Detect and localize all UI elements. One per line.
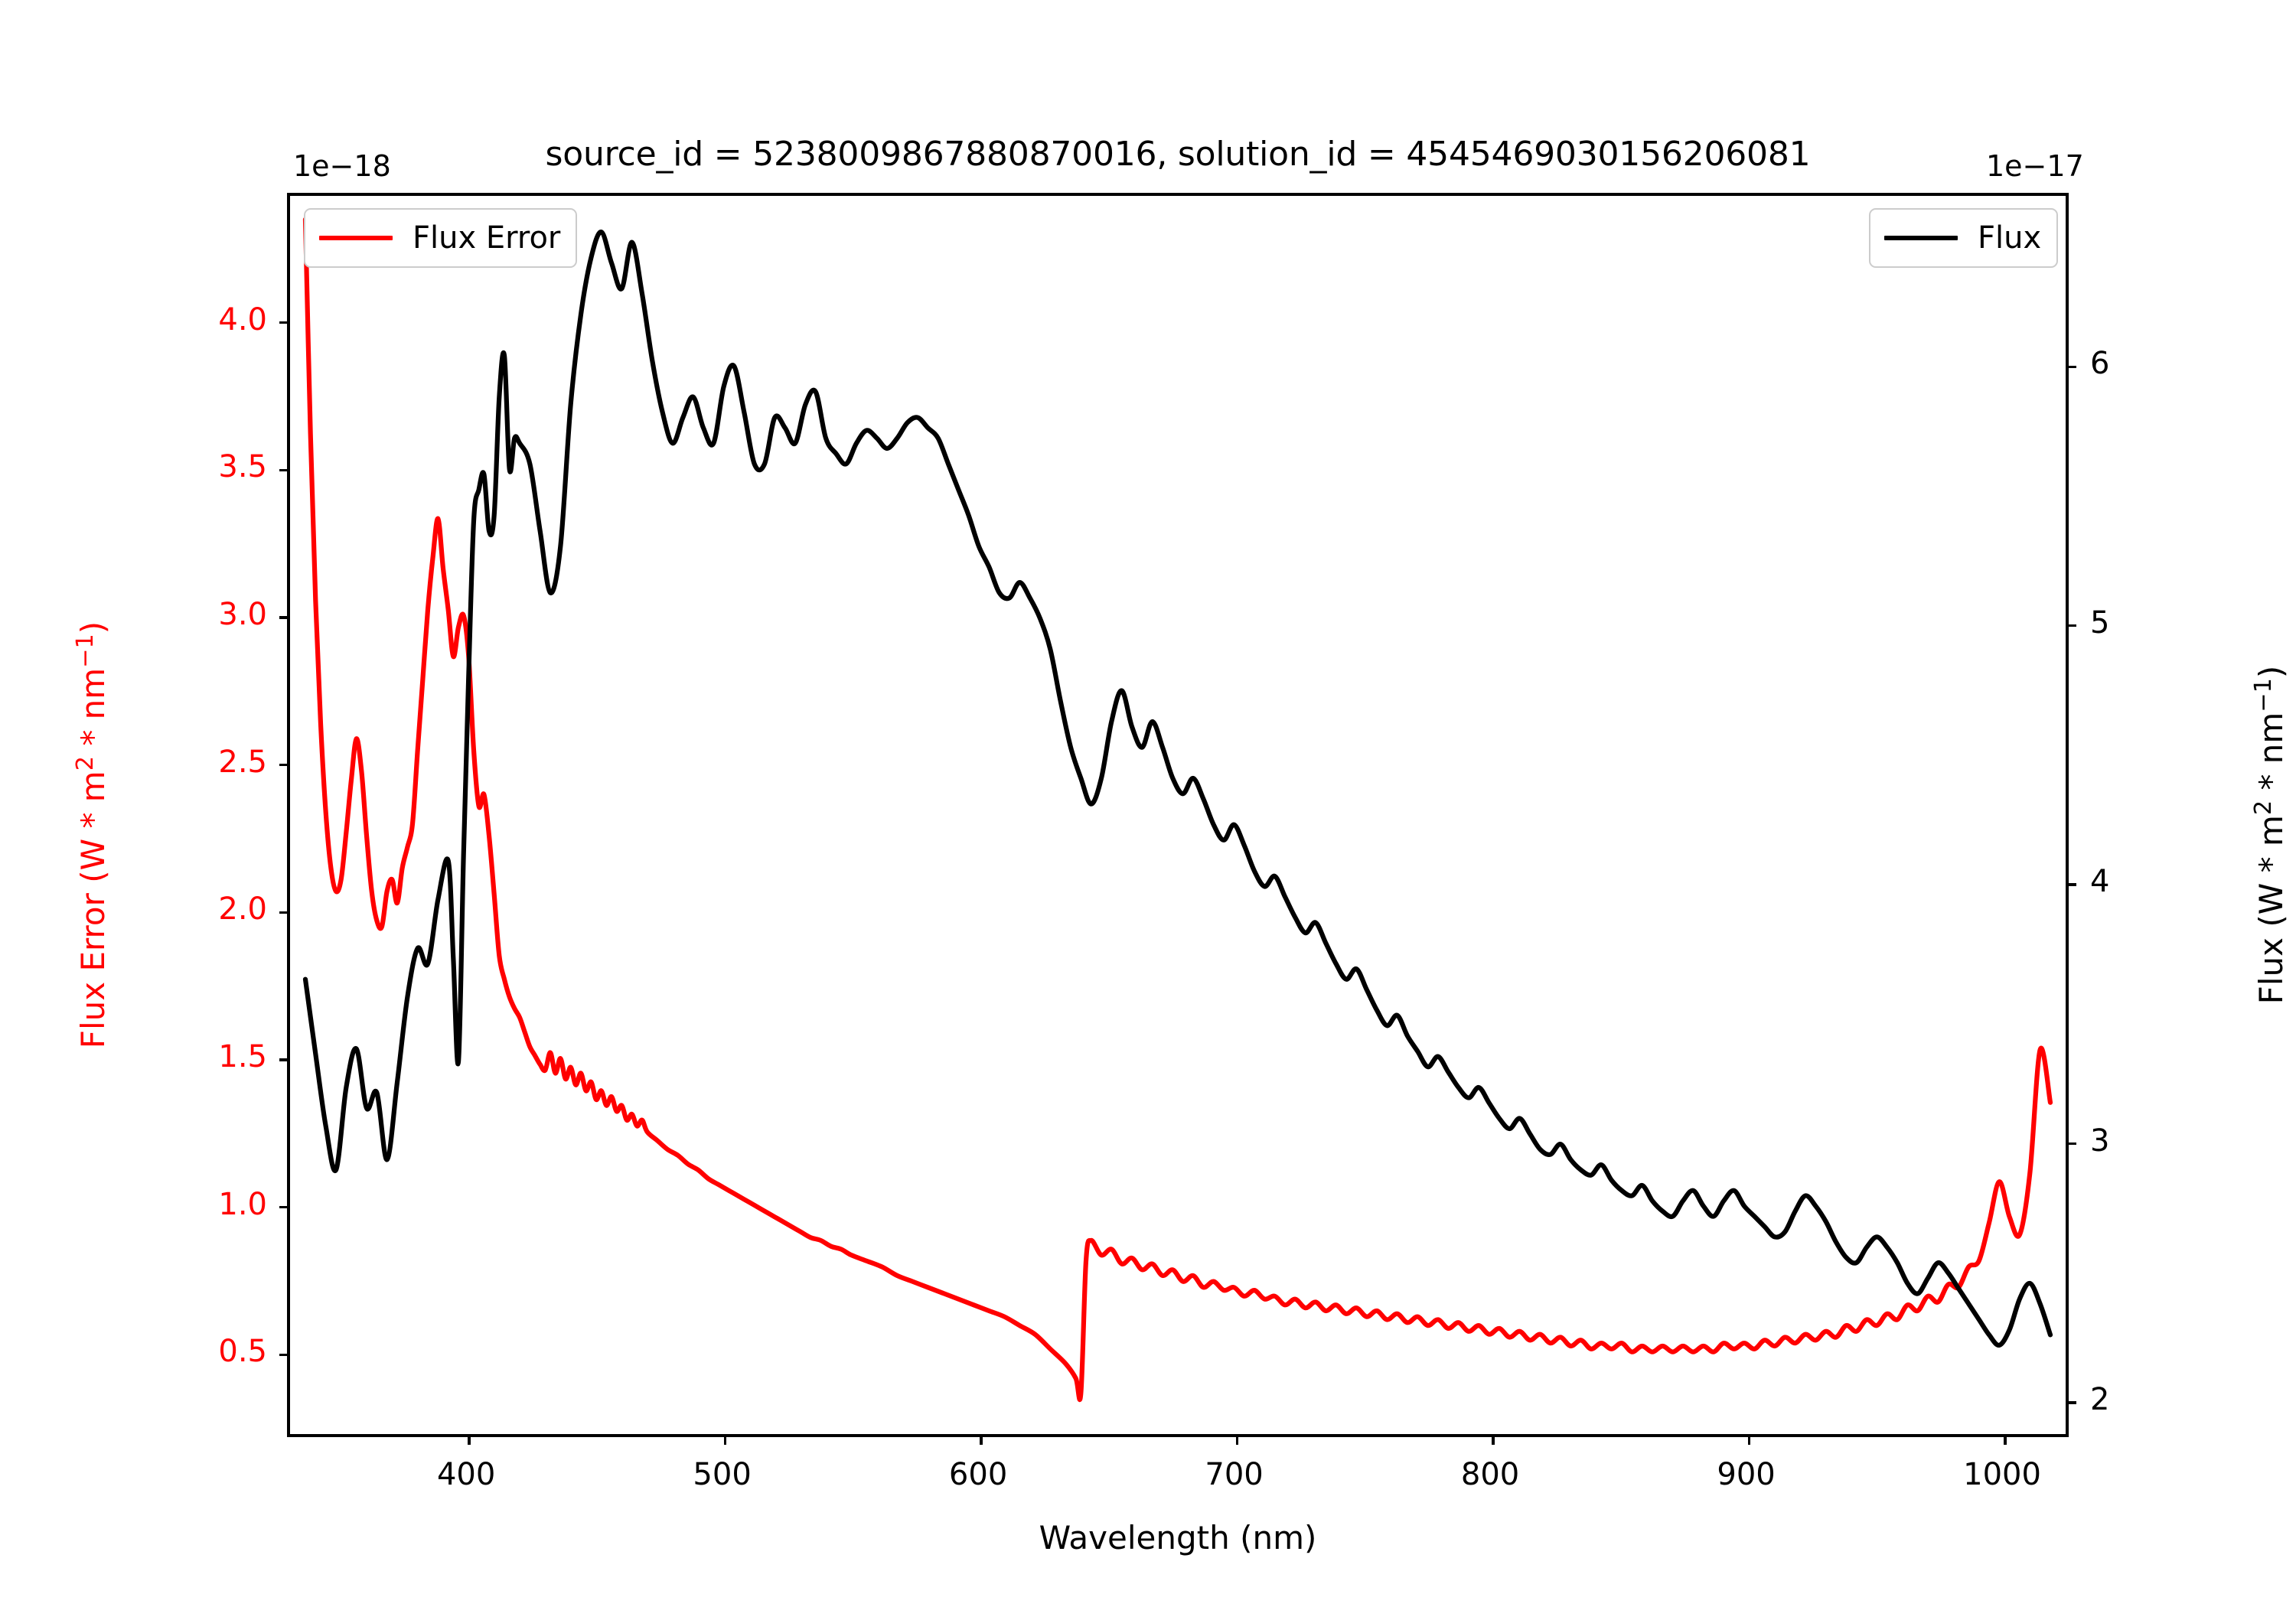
left-y-tick-mark xyxy=(279,321,290,324)
left-y-tick-mark xyxy=(279,1205,290,1209)
x-tick-label: 400 xyxy=(436,1457,496,1492)
left-y-tick-label: 2.5 xyxy=(218,744,267,780)
x-tick-label: 900 xyxy=(1717,1457,1776,1492)
x-tick-label: 700 xyxy=(1205,1457,1264,1492)
legend-label-flux: Flux xyxy=(1978,220,2042,256)
left-y-tick-mark xyxy=(279,468,290,472)
x-tick-mark xyxy=(1747,1434,1751,1445)
left-y-tick-mark xyxy=(279,616,290,619)
legend-label-flux-error: Flux Error xyxy=(413,220,561,256)
right-y-tick-label: 5 xyxy=(2090,605,2110,641)
left-axis-offset-label: 1e−18 xyxy=(293,149,391,183)
x-tick-label: 500 xyxy=(693,1457,752,1492)
series-line-flux xyxy=(305,232,2050,1345)
page-title: source_id = 5238009867880870016, solutio… xyxy=(545,135,1811,174)
legend-flux-error[interactable]: Flux Error xyxy=(304,208,578,268)
legend-line-swatch-flux-error xyxy=(319,236,393,240)
right-axis-label: Flux (W * m2 * nm−1) xyxy=(2250,665,2290,1005)
right-y-tick-label: 6 xyxy=(2090,346,2110,382)
x-tick-mark xyxy=(468,1434,471,1445)
plot-svg xyxy=(290,196,2066,1434)
x-tick-mark xyxy=(2004,1434,2007,1445)
left-y-tick-mark xyxy=(279,763,290,767)
left-y-tick-label: 3.5 xyxy=(218,449,267,485)
left-y-tick-mark xyxy=(279,1058,290,1061)
left-y-tick-label: 4.0 xyxy=(218,302,267,337)
x-tick-mark xyxy=(723,1434,727,1445)
right-y-tick-label: 2 xyxy=(2090,1381,2110,1417)
plot-area xyxy=(279,193,2076,1445)
x-tick-label: 800 xyxy=(1460,1457,1520,1492)
left-y-tick-label: 1.5 xyxy=(218,1038,267,1074)
x-tick-label: 1000 xyxy=(1963,1457,2041,1492)
right-y-tick-label: 4 xyxy=(2090,864,2110,900)
right-y-tick-mark xyxy=(2066,1401,2076,1404)
left-y-tick-label: 2.0 xyxy=(218,892,267,927)
left-axis-label: Flux Error (W * m2 * nm−1) xyxy=(72,621,112,1049)
x-axis-label: Wavelength (nm) xyxy=(1039,1519,1317,1556)
legend-line-swatch-flux xyxy=(1884,236,1958,240)
series-line-flux-error xyxy=(305,220,2050,1400)
right-axis-offset-label: 1e−17 xyxy=(1986,149,2084,183)
left-y-tick-label: 3.0 xyxy=(218,596,267,632)
left-y-tick-label: 0.5 xyxy=(218,1334,267,1370)
series-layer xyxy=(305,220,2050,1400)
legend-flux[interactable]: Flux xyxy=(1869,208,2059,268)
x-tick-mark xyxy=(1235,1434,1239,1445)
right-y-tick-mark xyxy=(2066,1142,2076,1146)
right-y-tick-label: 3 xyxy=(2090,1123,2110,1159)
right-y-tick-mark xyxy=(2066,365,2076,369)
x-tick-mark xyxy=(980,1434,983,1445)
left-y-tick-label: 1.0 xyxy=(218,1186,267,1222)
x-tick-mark xyxy=(1492,1434,1495,1445)
left-y-tick-mark xyxy=(279,911,290,914)
x-tick-label: 600 xyxy=(948,1457,1008,1492)
right-y-tick-mark xyxy=(2066,624,2076,627)
right-y-tick-mark xyxy=(2066,883,2076,886)
left-y-tick-mark xyxy=(279,1353,290,1356)
